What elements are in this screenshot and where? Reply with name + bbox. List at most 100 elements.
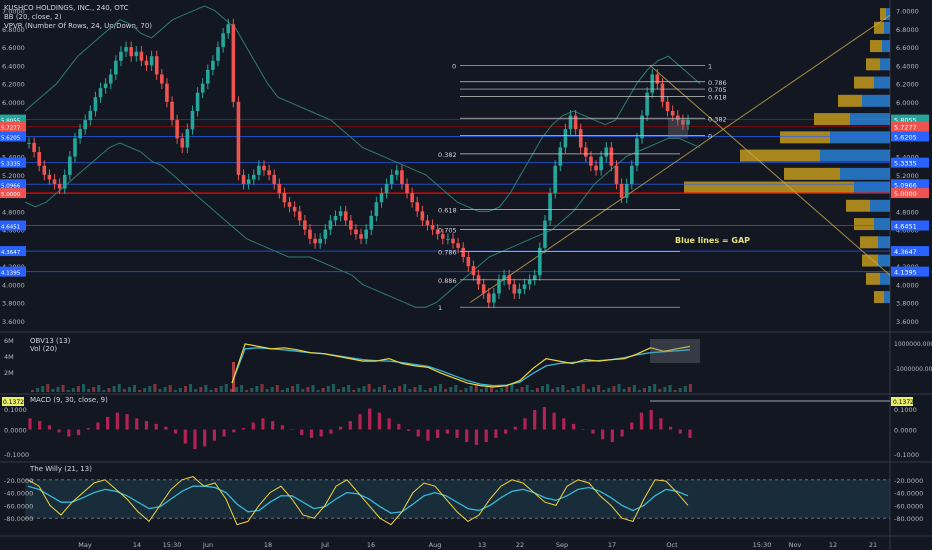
- candle-body: [267, 170, 271, 175]
- macd-histogram-bar: [212, 429, 217, 441]
- y-tick-label: -20.0000: [4, 477, 33, 485]
- y-tick-label: 4.0000: [896, 281, 919, 289]
- vpvr-up-bar: [830, 131, 890, 144]
- volume-bar: [235, 387, 238, 392]
- macd-histogram-bar: [290, 429, 294, 430]
- fib-level-label: 1: [438, 304, 442, 312]
- candle-body: [328, 220, 333, 230]
- volume-bar: [428, 388, 432, 392]
- candle-body: [655, 74, 660, 84]
- candle-body: [287, 202, 292, 207]
- y-tick-label: 3.8000: [896, 300, 919, 308]
- candle-body: [108, 74, 113, 84]
- macd-histogram-bar: [300, 429, 304, 436]
- x-tick-label: Aug: [429, 541, 442, 549]
- gap-annotation: Blue lines = GAP: [675, 236, 750, 245]
- fib-level-label: 0.618: [708, 93, 727, 101]
- price-tag-label: 4.6451: [894, 222, 917, 230]
- candle-body: [52, 179, 57, 184]
- volume-bar: [510, 384, 514, 392]
- volume-bar: [184, 386, 187, 392]
- price-tag: [891, 131, 929, 142]
- x-tick-label: Nov: [789, 541, 802, 549]
- macd-histogram-bar: [688, 429, 692, 438]
- volume-bar: [403, 384, 407, 392]
- volume-bar: [576, 386, 580, 392]
- volume-bar: [51, 389, 55, 392]
- candle-body: [486, 293, 491, 303]
- vpvr-up-bar: [850, 113, 890, 126]
- candle-body: [73, 138, 77, 157]
- y-tick-label: 6.4000: [896, 62, 919, 70]
- y-tick-label: 6.2000: [896, 81, 919, 89]
- y-tick-label: -60.0000: [4, 502, 33, 510]
- macd-histogram-bar: [620, 429, 624, 437]
- volume-bar: [163, 387, 167, 392]
- volume-bar: [122, 389, 126, 392]
- candle-body: [282, 193, 287, 203]
- price-tag-label: 5.3335: [1, 162, 21, 168]
- volume-bar: [291, 386, 295, 392]
- volume-bar: [530, 390, 534, 392]
- volume-bar: [602, 390, 606, 392]
- volume-bar: [92, 387, 96, 392]
- candle-body: [221, 33, 225, 48]
- volume-bar: [275, 385, 279, 392]
- volume-bar: [541, 386, 544, 392]
- volume-bar: [138, 390, 142, 392]
- volume-bar: [66, 390, 70, 392]
- obv-ma-line: [231, 347, 691, 387]
- chart-title: KUSHCO HOLDINGS, INC., 240, OTC: [4, 4, 129, 12]
- volume-bar: [464, 388, 468, 392]
- candle-body: [466, 256, 471, 267]
- price-tag-label: 5.6205: [1, 135, 21, 141]
- volume-bar: [581, 384, 585, 392]
- volume-bar: [459, 390, 463, 392]
- macd-histogram-bar: [630, 422, 634, 430]
- vpvr-up-bar: [882, 40, 890, 53]
- macd-histogram-bar: [542, 407, 547, 430]
- volume-bar: [224, 384, 228, 392]
- macd-histogram-bar: [668, 426, 673, 430]
- price-tag: [0, 246, 26, 257]
- y-tick-label: 6.0000: [896, 99, 919, 107]
- fib-level-label: 0.705: [708, 86, 727, 94]
- candle-body: [32, 142, 36, 153]
- y-tick-label: 7.0000: [896, 8, 919, 16]
- y-tick-label: -40.0000: [4, 490, 33, 498]
- y-tick-label: 4M: [4, 353, 14, 361]
- price-tag: [0, 131, 26, 142]
- candle-body: [185, 129, 190, 148]
- y-tick-label: 6.0000: [2, 99, 25, 107]
- price-tag: [2, 397, 24, 406]
- volume-bar: [658, 389, 662, 392]
- volume-bar: [143, 388, 147, 392]
- vpvr-down-bar: [862, 254, 878, 267]
- volume-bar: [229, 389, 233, 392]
- vpvr-down-bar: [780, 131, 830, 144]
- bb-indicator-label: BB (20, close, 2): [4, 13, 62, 21]
- x-tick-label: Jun: [202, 541, 213, 549]
- price-tag-label: 4.1395: [1, 271, 21, 277]
- x-tick-label: 13: [478, 541, 486, 549]
- price-tag-label: 4.6451: [1, 224, 20, 230]
- x-tick-label: May: [78, 541, 92, 549]
- macd-histogram-bar: [503, 429, 508, 434]
- volume-bar: [117, 384, 121, 392]
- vpvr-down-bar: [814, 113, 850, 126]
- volume-bar: [199, 387, 203, 392]
- candle-body: [154, 56, 159, 75]
- candle-body: [37, 152, 42, 166]
- volume-bar: [617, 384, 621, 392]
- candle-body: [149, 56, 154, 66]
- volume-bar: [301, 389, 305, 392]
- price-tag-label: 4.3647: [1, 250, 21, 256]
- candle-body: [200, 83, 205, 93]
- candle-body: [129, 47, 133, 57]
- candle-body: [216, 47, 220, 61]
- candle-body: [425, 220, 430, 226]
- candle-body: [241, 174, 246, 184]
- candle-body: [650, 74, 655, 93]
- candle-body: [405, 183, 409, 194]
